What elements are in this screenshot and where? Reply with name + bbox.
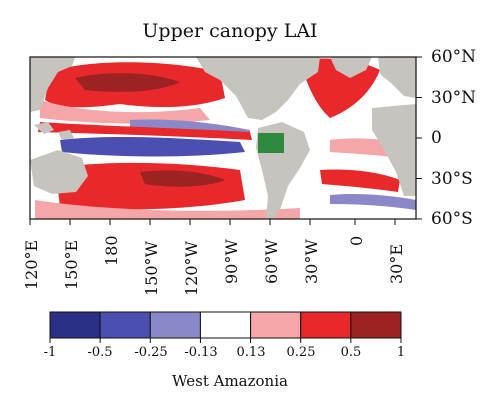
lat-label-0: 0 [431,128,442,148]
land-maritime [34,122,74,140]
equatorial-pacific-negative [60,136,245,157]
lat-label-60s: 60°S [431,209,473,229]
land-asia [30,57,75,112]
north-equatorial-red [38,122,252,140]
colorbar-swatch-6 [350,311,402,339]
land-africa [372,104,416,196]
colorbar-label-6: 0.5 [340,345,362,360]
north-atlantic-positive [300,58,380,118]
colorbar-label-7: 1 [396,345,406,360]
lon-label-60w: 60°W [262,239,281,284]
north-pacific-strong [75,73,180,92]
colorbar-swatch-5 [300,311,352,339]
colorbar-label-2: -0.25 [134,345,168,360]
lat-ticks [416,56,422,220]
lon-label-150e: 150°E [62,239,81,290]
lon-label-0: 0 [347,235,366,246]
lat-label-30n: 30°N [431,88,477,108]
west-amazonia-box [258,133,284,153]
colorbar-label-0: -1 [43,345,57,360]
lon-label-180: 180 [102,235,121,266]
lat-label-30s: 30°S [431,169,473,189]
colorbar-swatch-4 [250,311,302,339]
lon-label-90w: 90°W [222,239,241,284]
region-label: West Amazonia [172,372,288,390]
anomaly-fields [30,57,416,219]
land-north-america [196,57,320,120]
map-title: Upper canopy LAI [142,20,318,42]
lon-label-30w: 30°W [302,239,321,284]
lat-label-60n: 60°N [431,47,477,67]
land [30,57,416,219]
colorbar-label-5: 0.25 [286,345,316,360]
lon-label-120w: 120°W [182,241,201,296]
land-europe [378,57,416,98]
colorbar-label-4: 0.13 [236,345,266,360]
colorbar [49,311,402,343]
lon-ticks [29,219,396,225]
colorbar-swatch-2 [149,311,201,339]
colorbar-swatch-3 [199,311,252,339]
colorbar-swatch-0 [49,311,101,339]
colorbar-label-3: -0.13 [184,345,218,360]
south-pacific-strong [140,170,225,187]
lon-label-30e: 30°E [387,243,406,284]
colorbar-swatch-1 [99,311,151,339]
south-pacific-pink [35,200,300,219]
south-atlantic-red [320,169,400,192]
land-australia [30,150,88,194]
land-greenland [330,57,372,78]
north-pacific-pink [40,100,210,124]
lon-label-150w: 150°W [142,241,161,296]
colorbar-label-1: -0.5 [87,345,113,360]
south-atlantic-blue [330,193,416,210]
lon-label-120e: 120°E [22,239,41,290]
